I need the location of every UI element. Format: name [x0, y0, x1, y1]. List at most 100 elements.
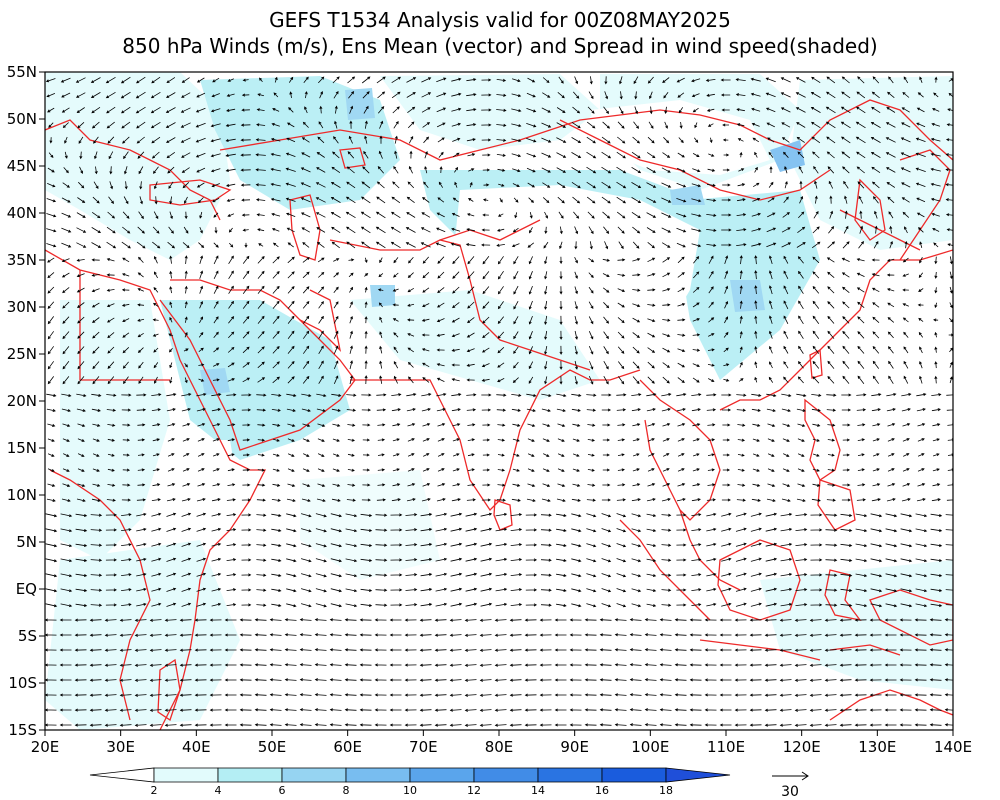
wind-vector — [559, 376, 563, 385]
wind-vector — [899, 618, 912, 622]
wind-vector — [272, 345, 280, 354]
wind-vector — [677, 256, 685, 264]
wind-vector — [167, 241, 176, 249]
wind-vector — [362, 468, 371, 472]
wind-vector — [422, 468, 430, 472]
wind-vector — [784, 180, 788, 189]
wind-vector — [812, 376, 820, 384]
wind-vector — [122, 453, 130, 457]
wind-vector — [181, 498, 191, 502]
wind-vector — [796, 122, 806, 128]
wind-vector — [437, 287, 445, 294]
wind-vector — [917, 423, 926, 427]
wind-vector — [825, 91, 836, 99]
wind-vector — [47, 316, 55, 325]
wind-vector — [391, 211, 401, 219]
wind-vector — [528, 197, 534, 203]
wind-vector — [509, 663, 522, 667]
wind-vector — [917, 92, 924, 98]
wind-vector — [810, 603, 823, 607]
wind-vector — [617, 136, 626, 144]
wind-vector — [691, 393, 702, 397]
colorbar-segment — [601, 767, 667, 783]
wind-vector — [450, 602, 463, 607]
wind-vector — [184, 301, 188, 309]
wind-vector — [527, 242, 535, 248]
wind-vector — [409, 150, 413, 159]
wind-vector — [692, 453, 700, 457]
wind-vector — [393, 257, 399, 264]
wind-vector — [360, 603, 373, 607]
wind-vector — [781, 242, 792, 248]
wind-vector — [765, 542, 778, 547]
wind-vector — [497, 362, 505, 368]
wind-vector — [646, 558, 657, 562]
wind-vector — [795, 588, 808, 592]
wind-vector — [45, 528, 58, 533]
wind-vector — [421, 348, 430, 352]
wind-vector — [754, 151, 758, 158]
wind-vector — [616, 528, 627, 533]
wind-vector — [798, 315, 804, 325]
wind-vector — [662, 272, 671, 278]
wind-vector — [466, 378, 475, 382]
wind-vector — [481, 243, 491, 247]
wind-vector — [344, 708, 357, 712]
wind-vector — [900, 588, 913, 593]
wind-vector — [510, 558, 523, 562]
wind-vector — [513, 301, 519, 310]
wind-vector — [74, 678, 87, 682]
wind-vector — [946, 498, 953, 501]
wind-vector — [749, 723, 762, 727]
wind-vector — [198, 378, 205, 382]
wind-vector — [419, 663, 432, 667]
wind-vector — [871, 408, 881, 412]
wind-vector — [419, 648, 432, 652]
wind-vector — [198, 242, 205, 248]
wind-vector — [242, 346, 250, 354]
wind-vector — [674, 708, 687, 712]
wind-vector — [47, 331, 55, 340]
wind-vector — [738, 378, 744, 382]
wind-vector — [644, 648, 657, 652]
wind-vector — [840, 528, 853, 532]
wind-vector — [196, 393, 207, 397]
wind-vector — [464, 633, 477, 637]
wind-vector — [599, 678, 612, 682]
wind-vector — [631, 603, 642, 608]
wind-vector — [661, 603, 672, 607]
wind-vector — [917, 483, 926, 487]
wind-vector — [394, 150, 398, 159]
wind-vector — [828, 226, 835, 234]
wind-vector — [169, 196, 173, 205]
wind-vector — [469, 181, 473, 188]
wind-vector — [934, 346, 938, 353]
wind-vector — [405, 227, 416, 233]
wind-vector — [631, 408, 641, 412]
wind-vector — [318, 301, 324, 309]
wind-vector — [154, 376, 158, 384]
wind-vector — [528, 256, 533, 265]
wind-vector — [480, 527, 493, 532]
wind-vector — [509, 693, 522, 697]
wind-vector — [333, 301, 339, 309]
wind-vector — [855, 106, 866, 114]
wind-vector — [810, 573, 823, 577]
wind-vector — [930, 603, 943, 608]
wind-vector — [824, 618, 837, 622]
wind-vector — [480, 542, 493, 547]
wind-vector — [151, 512, 162, 517]
wind-vector — [569, 708, 582, 712]
wind-vector — [510, 603, 523, 607]
wind-vector — [542, 483, 551, 487]
wind-vector — [61, 212, 72, 218]
wind-vector — [944, 708, 953, 712]
wind-vector — [75, 528, 88, 532]
wind-vector — [528, 346, 533, 355]
colorbar-label: 18 — [659, 784, 673, 797]
wind-vector — [317, 483, 326, 487]
wind-vector — [754, 300, 758, 309]
wind-vector — [664, 106, 668, 115]
colorbar-label: 14 — [531, 784, 545, 797]
lon-label: 60E — [333, 738, 362, 756]
